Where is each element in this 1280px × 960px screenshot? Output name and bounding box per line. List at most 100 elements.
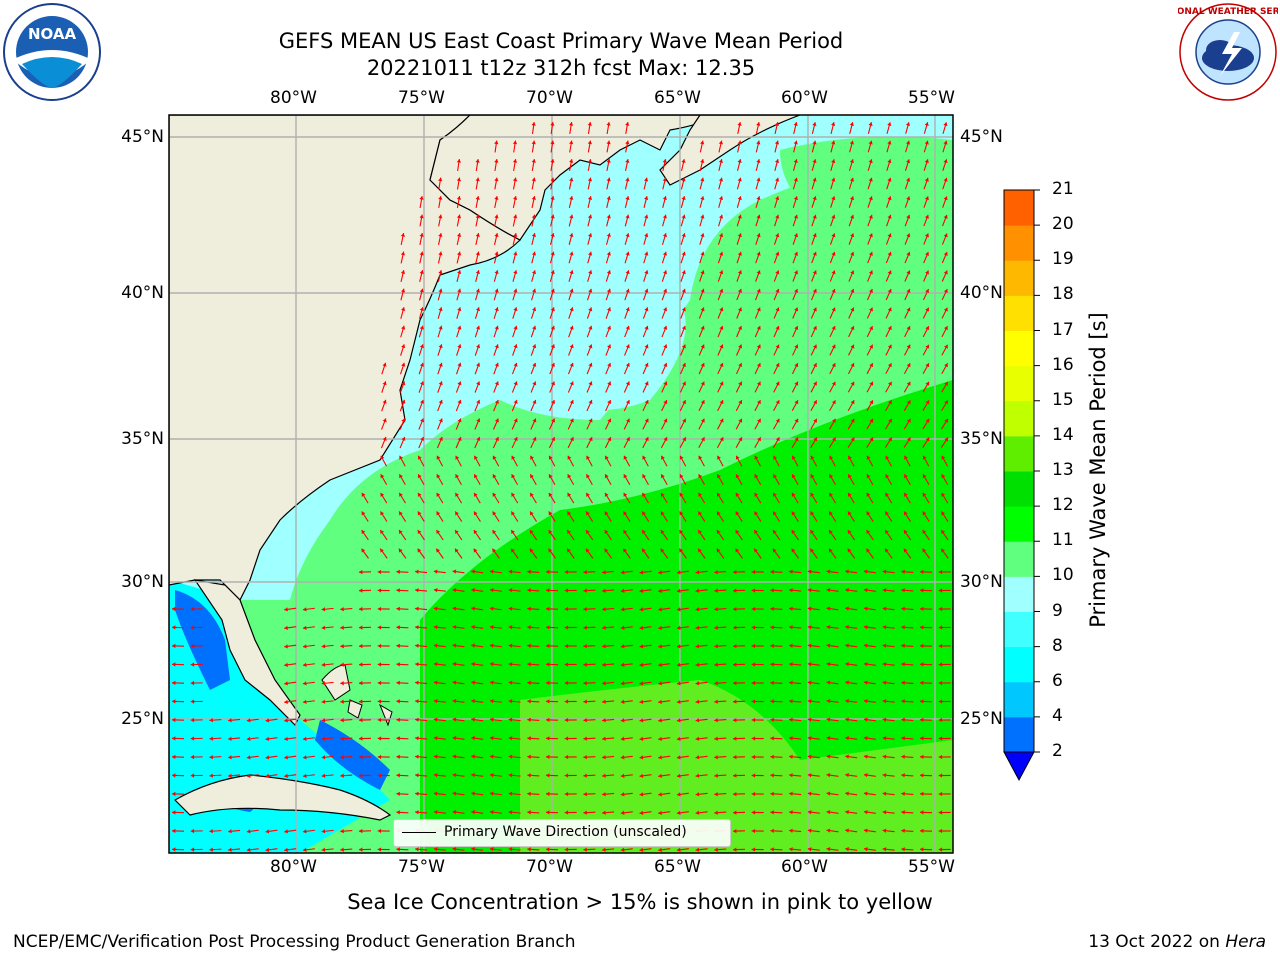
wave-arrow-head bbox=[807, 828, 812, 833]
wave-arrow-head bbox=[380, 511, 385, 516]
wave-arrow-head bbox=[920, 625, 924, 630]
wave-arrow-head bbox=[751, 643, 756, 649]
wave-arrow-head bbox=[172, 810, 176, 815]
wave-arrow-head bbox=[583, 681, 587, 686]
wave-arrow-head bbox=[438, 251, 443, 256]
wave-arrow-head bbox=[551, 399, 556, 404]
wave-arrow-head bbox=[564, 588, 569, 593]
wave-arrow-head bbox=[587, 140, 592, 145]
wave-arrow-head bbox=[866, 474, 871, 479]
wave-arrow-head bbox=[625, 233, 630, 238]
wave-arrow-head bbox=[793, 233, 798, 238]
wave-arrow-head bbox=[569, 325, 574, 330]
wave-arrow-head bbox=[941, 474, 946, 479]
wave-arrow-head bbox=[513, 214, 518, 219]
wave-arrow-head bbox=[924, 196, 929, 201]
wave-arrow-head bbox=[920, 699, 924, 704]
wave-arrow-head bbox=[527, 717, 531, 722]
wave-arrow-head bbox=[751, 810, 756, 815]
wave-arrow-head bbox=[676, 699, 681, 704]
colorbar-segment bbox=[1004, 541, 1034, 577]
wave-arrow-head bbox=[775, 214, 780, 219]
wave-arrow-head bbox=[829, 548, 833, 553]
wave-arrow-head bbox=[882, 569, 887, 574]
wave-arrow-head bbox=[438, 288, 443, 293]
wave-arrow-head bbox=[532, 381, 537, 386]
colorbar-segment bbox=[1004, 225, 1034, 261]
wave-arrow-head bbox=[888, 400, 892, 405]
wave-arrow-head bbox=[698, 511, 702, 516]
wave-arrow-head bbox=[602, 625, 606, 630]
wave-arrow-head bbox=[770, 717, 774, 723]
colorbar-tick-label: 8 bbox=[1052, 635, 1063, 656]
wave-arrow-head bbox=[513, 399, 518, 404]
wave-arrow-head bbox=[436, 511, 441, 516]
wave-arrow-head bbox=[924, 140, 929, 145]
wave-arrow-head bbox=[845, 847, 849, 852]
wave-arrow-head bbox=[676, 792, 681, 797]
wave-arrow-head bbox=[698, 492, 703, 497]
wave-arrow-head bbox=[284, 607, 288, 612]
wave-arrow-head bbox=[604, 492, 609, 497]
wave-arrow-head bbox=[826, 699, 831, 704]
wave-arrow-head bbox=[583, 736, 587, 741]
wave-arrow-head bbox=[658, 699, 662, 704]
wave-arrow-head bbox=[489, 791, 494, 796]
wave-arrow-head bbox=[887, 233, 892, 238]
wave-arrow-head bbox=[943, 289, 948, 294]
wave-arrow-head bbox=[452, 588, 457, 593]
wave-arrow-head bbox=[941, 455, 946, 460]
wave-arrow-head bbox=[492, 474, 497, 479]
wave-arrow-head bbox=[738, 418, 743, 423]
wave-arrow-head bbox=[925, 307, 930, 312]
wave-arrow-head bbox=[190, 773, 195, 778]
wave-arrow-head bbox=[735, 455, 740, 460]
wave-arrow-head bbox=[882, 606, 887, 611]
wave-arrow-head bbox=[770, 754, 774, 760]
wave-arrow-head bbox=[850, 233, 855, 238]
wave-arrow-head bbox=[172, 680, 176, 686]
wave-arrow-head bbox=[475, 159, 480, 163]
wave-arrow-head bbox=[527, 625, 531, 630]
wave-arrow-head bbox=[456, 159, 462, 163]
wave-arrow-head bbox=[340, 699, 344, 704]
wave-arrow-head bbox=[863, 847, 868, 852]
wave-arrow-head bbox=[607, 325, 612, 330]
wave-arrow-head bbox=[869, 307, 873, 312]
wave-arrow-head bbox=[475, 177, 480, 182]
wave-arrow-head bbox=[438, 214, 443, 219]
wave-arrow-head bbox=[396, 662, 400, 667]
wave-arrow-head bbox=[284, 755, 288, 760]
wave-arrow-head bbox=[527, 588, 531, 593]
wave-arrow-head bbox=[583, 718, 587, 723]
wave-arrow-head bbox=[944, 437, 948, 442]
map-frame bbox=[168, 114, 954, 854]
wave-arrow-head bbox=[606, 307, 611, 312]
wave-arrow-head bbox=[511, 530, 515, 535]
wave-arrow-head bbox=[548, 492, 553, 497]
wave-arrow-head bbox=[399, 455, 404, 460]
colorbar-segment bbox=[1004, 330, 1034, 367]
wave-arrow-head bbox=[925, 270, 930, 275]
wave-arrow-head bbox=[377, 717, 382, 723]
wave-arrow-head bbox=[901, 662, 905, 667]
wave-arrow-head bbox=[714, 662, 718, 667]
wave-arrow-head bbox=[438, 399, 443, 404]
wave-arrow-head bbox=[604, 530, 609, 535]
wave-arrow-head bbox=[639, 847, 644, 852]
wave-arrow-head bbox=[922, 455, 927, 460]
wave-arrow-head bbox=[401, 325, 406, 330]
wave-arrow-head bbox=[813, 381, 817, 386]
wave-arrow-head bbox=[810, 548, 815, 553]
wave-arrow-head bbox=[321, 718, 326, 723]
wave-arrow-head bbox=[810, 511, 815, 516]
wave-arrow-head bbox=[661, 455, 665, 460]
wave-arrow-head bbox=[938, 828, 943, 834]
wave-arrow-head bbox=[455, 474, 460, 479]
wave-arrow-head bbox=[172, 662, 176, 667]
wave-arrow-head bbox=[284, 773, 288, 778]
wave-arrow-head bbox=[658, 625, 662, 630]
wave-arrow-head bbox=[789, 810, 793, 815]
wave-arrow-head bbox=[773, 455, 778, 460]
wave-arrow-head bbox=[265, 755, 270, 760]
